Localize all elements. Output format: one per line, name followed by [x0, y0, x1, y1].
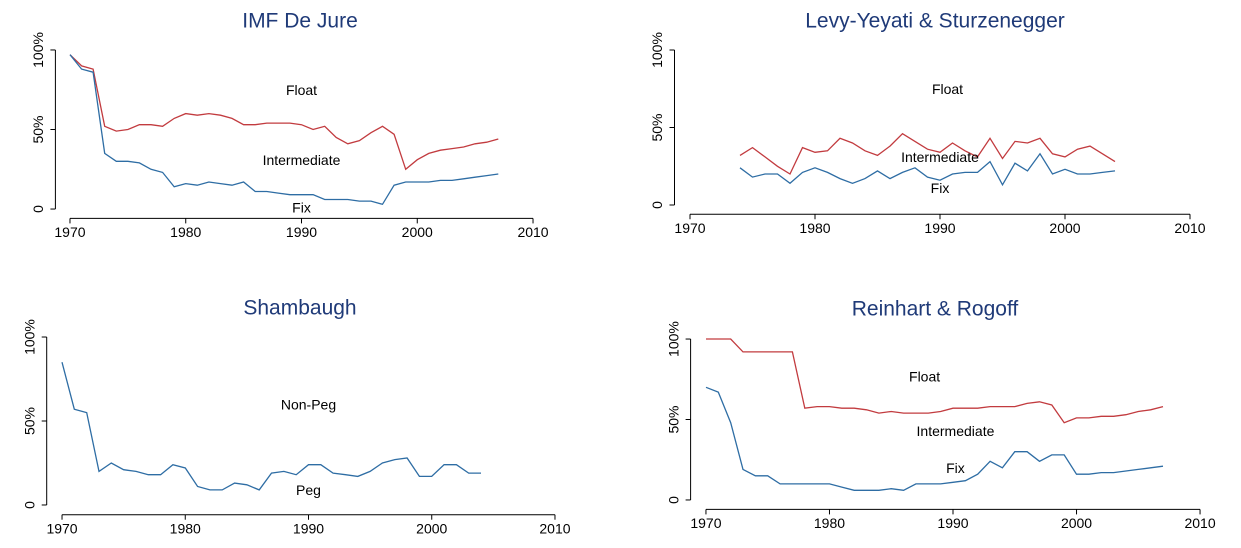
y-tick-label: 50%: [30, 115, 46, 143]
annotation: Intermediate: [263, 152, 341, 168]
annotation: Fix: [946, 460, 965, 476]
annotation: Intermediate: [901, 149, 979, 165]
y-tick-label: 50%: [649, 113, 665, 141]
x-tick-label: 1990: [924, 220, 955, 236]
chart-title: Shambaugh: [243, 297, 356, 320]
series-line: [739, 152, 1116, 187]
x-tick-label: 1990: [293, 520, 324, 536]
series-line: [69, 54, 499, 171]
annotation: Float: [286, 82, 317, 98]
y-tick-label: 100%: [649, 32, 665, 68]
x-tick-label: 2000: [416, 520, 447, 536]
series-line: [705, 386, 1164, 491]
annotation: Intermediate: [917, 423, 995, 439]
x-tick-label: 1990: [937, 515, 968, 531]
chart-title: Levy-Yeyati & Sturzenegger: [805, 10, 1065, 33]
x-tick-label: 1980: [799, 220, 830, 236]
x-tick-label: 2000: [402, 224, 433, 240]
y-tick-label: 0: [21, 501, 37, 509]
series-line: [61, 362, 481, 491]
annotation: Float: [909, 368, 940, 384]
x-tick-label: 2010: [1184, 515, 1215, 531]
x-tick-label: 1970: [690, 515, 721, 531]
x-tick-label: 1970: [46, 520, 77, 536]
x-tick-label: 2000: [1061, 515, 1092, 531]
x-tick-label: 2000: [1049, 220, 1080, 236]
y-tick-label: 100%: [21, 319, 37, 355]
x-tick-label: 1980: [170, 520, 201, 536]
series-line: [706, 338, 1164, 424]
x-tick-label: 1980: [814, 515, 845, 531]
annotation: Non-Peg: [281, 397, 336, 413]
series-line: [69, 54, 499, 206]
chart-title: IMF De Jure: [242, 10, 358, 33]
x-tick-label: 1980: [170, 224, 201, 240]
y-tick-label: 100%: [30, 32, 46, 68]
x-tick-label: 1970: [674, 220, 705, 236]
annotation: Float: [932, 81, 963, 97]
y-tick-label: 100%: [665, 321, 681, 357]
y-tick-label: 0: [649, 201, 665, 209]
annotation: Peg: [296, 482, 321, 498]
x-tick-label: 2010: [539, 520, 570, 536]
y-tick-label: 0: [665, 496, 681, 504]
annotation: Fix: [931, 180, 950, 196]
y-tick-label: 50%: [21, 407, 37, 435]
y-tick-label: 50%: [665, 405, 681, 433]
chart-title: Reinhart & Rogoff: [852, 298, 1019, 321]
x-tick-label: 1970: [54, 224, 85, 240]
series-line: [739, 132, 1116, 175]
x-tick-label: 2010: [1174, 220, 1205, 236]
x-tick-label: 1990: [286, 224, 317, 240]
x-tick-label: 2010: [517, 224, 548, 240]
annotation: Fix: [292, 200, 311, 216]
y-tick-label: 0: [30, 205, 46, 213]
